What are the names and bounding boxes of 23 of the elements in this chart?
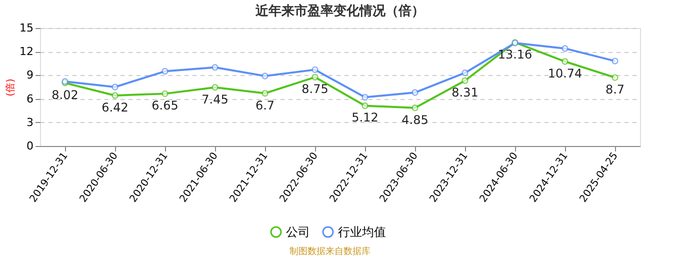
data-label: 10.74 bbox=[548, 66, 582, 81]
y-tick-label: 0 bbox=[26, 140, 34, 152]
legend-label: 行业均值 bbox=[338, 225, 386, 239]
text: 制图数据来自数据库 bbox=[290, 246, 370, 257]
data-label: 6.42 bbox=[102, 100, 128, 114]
data-label: 8.75 bbox=[302, 82, 328, 96]
chart-title: 近年来市盈率变化情况（倍） bbox=[254, 3, 424, 19]
data-label: 5.12 bbox=[352, 110, 378, 125]
data-label: 6.7 bbox=[255, 98, 275, 112]
data-label: 8.7 bbox=[605, 82, 625, 97]
data-label: 8.02 bbox=[52, 88, 78, 102]
y-tick-label: 9 bbox=[26, 68, 34, 82]
y-tick-label: 15 bbox=[20, 22, 34, 34]
y-tick-label: 6 bbox=[26, 92, 34, 106]
data-label: 8.31 bbox=[452, 86, 478, 100]
y-tick-label: 3 bbox=[26, 116, 34, 129]
legend-label: 公司 bbox=[286, 225, 310, 239]
data-label: 13.16 bbox=[498, 47, 532, 62]
data-label: 6.65 bbox=[152, 98, 178, 113]
y-axis-title: (倍) bbox=[4, 78, 17, 96]
data-label: 4.85 bbox=[402, 112, 428, 127]
data-label: 7.45 bbox=[202, 92, 228, 106]
y-tick-label: 12 bbox=[20, 45, 34, 58]
